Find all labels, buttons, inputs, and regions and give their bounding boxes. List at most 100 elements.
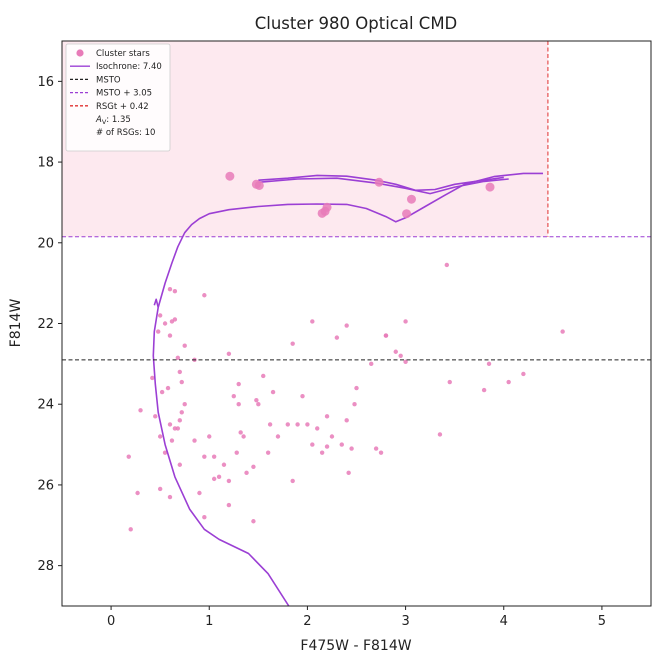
cluster-star-point — [344, 418, 349, 423]
cluster-star-point — [244, 470, 249, 476]
cluster-star-point — [256, 402, 261, 407]
cluster-star-point — [403, 359, 408, 365]
y-tick-label: 16 — [37, 75, 54, 90]
isochrone-upper-lower-line — [258, 177, 509, 195]
cluster-star-point — [135, 490, 140, 496]
cluster-star-point — [157, 486, 163, 492]
rsg-star-point — [374, 177, 384, 187]
rsg-star-point — [225, 171, 235, 181]
cluster-star-point — [290, 341, 295, 346]
cluster-star-point — [285, 422, 290, 427]
cluster-star-point — [179, 379, 184, 385]
x-axis: 0 1 2 3 4 5 — [107, 606, 606, 629]
cluster-star-point — [216, 474, 222, 480]
cluster-star-point — [437, 432, 443, 437]
cluster-star-point — [344, 323, 349, 328]
cluster-star-point — [177, 462, 182, 467]
rsg-stars-series — [225, 171, 495, 219]
cluster-star-point — [202, 515, 207, 520]
cluster-star-point — [126, 454, 131, 459]
cluster-star-point — [339, 442, 344, 447]
cluster-star-point — [481, 387, 487, 393]
cluster-star-point — [197, 490, 202, 496]
cluster-star-point — [238, 430, 243, 435]
cluster-star-point — [236, 381, 241, 387]
cluster-star-point — [192, 438, 197, 443]
legend-entry: Cluster stars — [96, 49, 150, 59]
cluster-star-point — [378, 450, 384, 455]
cluster-star-point — [159, 389, 165, 395]
cluster-star-point — [175, 426, 181, 431]
cluster-stars-series — [126, 262, 565, 532]
cluster-star-point — [267, 422, 273, 427]
cluster-star-point — [202, 454, 207, 459]
cluster-star-point — [138, 408, 143, 413]
cluster-star-point — [521, 371, 526, 377]
legend-entry: Isochrone: 7.40 — [96, 62, 162, 72]
cluster-star-point — [221, 462, 227, 467]
cluster-star-point — [226, 351, 232, 356]
cluster-star-point — [156, 329, 161, 334]
cluster-star-point — [393, 349, 398, 354]
cluster-star-point — [182, 343, 187, 348]
cluster-star-point — [157, 434, 163, 439]
cluster-star-point — [177, 369, 182, 375]
x-axis-label: F475W - F814W — [300, 638, 411, 654]
y-tick-label: 20 — [37, 236, 54, 251]
cluster-star-point — [226, 478, 232, 484]
cluster-star-point — [167, 494, 173, 500]
cluster-star-point — [373, 446, 379, 451]
cluster-star-point — [486, 361, 492, 367]
cluster-star-point — [265, 450, 271, 455]
cluster-star-point — [251, 519, 256, 524]
cluster-star-point — [275, 434, 281, 439]
legend-entry: AV: 1.35 — [95, 115, 131, 126]
cluster-star-point — [241, 434, 246, 439]
cluster-star-point — [251, 464, 256, 469]
rsg-star-point — [402, 209, 412, 219]
x-tick-label: 4 — [500, 614, 508, 629]
cluster-star-point — [167, 333, 173, 338]
y-tick-label: 28 — [37, 559, 54, 574]
cluster-star-point — [506, 379, 511, 385]
cluster-star-point — [172, 289, 178, 294]
cluster-star-point — [167, 422, 173, 427]
y-tick-label: 26 — [37, 478, 54, 493]
y-tick-label: 22 — [37, 317, 54, 332]
cluster-star-point — [290, 478, 295, 484]
legend-entry: RSGt + 0.42 — [96, 102, 149, 112]
x-tick-label: 3 — [401, 614, 409, 629]
isochrone-upper-line — [258, 174, 504, 192]
legend-entry: # of RSGs: 10 — [96, 128, 155, 138]
cluster-star-point — [310, 442, 315, 447]
legend-entry: MSTO + 3.05 — [96, 89, 152, 99]
legend-marker — [76, 49, 84, 57]
legend-entry: MSTO — [96, 75, 121, 85]
cluster-star-point — [165, 385, 171, 391]
cluster-star-point — [324, 444, 330, 449]
cluster-star-point — [202, 293, 207, 298]
rsg-star-point — [406, 194, 416, 204]
cluster-star-point — [305, 422, 310, 427]
cluster-star-point — [179, 410, 184, 415]
y-tick-label: 24 — [37, 398, 54, 413]
cluster-star-point — [177, 418, 182, 423]
cluster-star-point — [560, 329, 565, 334]
cluster-star-point — [334, 335, 340, 340]
cluster-star-point — [157, 313, 163, 318]
x-tick-label: 2 — [303, 614, 311, 629]
y-axis: 16 18 20 22 24 26 28 — [37, 75, 62, 574]
cluster-star-point — [319, 450, 325, 455]
cluster-star-point — [346, 470, 351, 476]
chart-title: Cluster 980 Optical CMD — [255, 14, 458, 33]
cluster-star-point — [211, 454, 217, 459]
cluster-star-point — [234, 450, 239, 455]
rsg-star-point — [254, 180, 264, 190]
legend-box — [65, 43, 171, 152]
cluster-star-point — [300, 393, 305, 399]
cluster-star-point — [398, 353, 403, 358]
y-axis-label: F814W — [8, 299, 24, 348]
cluster-star-point — [403, 319, 408, 324]
cluster-star-point — [162, 321, 168, 326]
